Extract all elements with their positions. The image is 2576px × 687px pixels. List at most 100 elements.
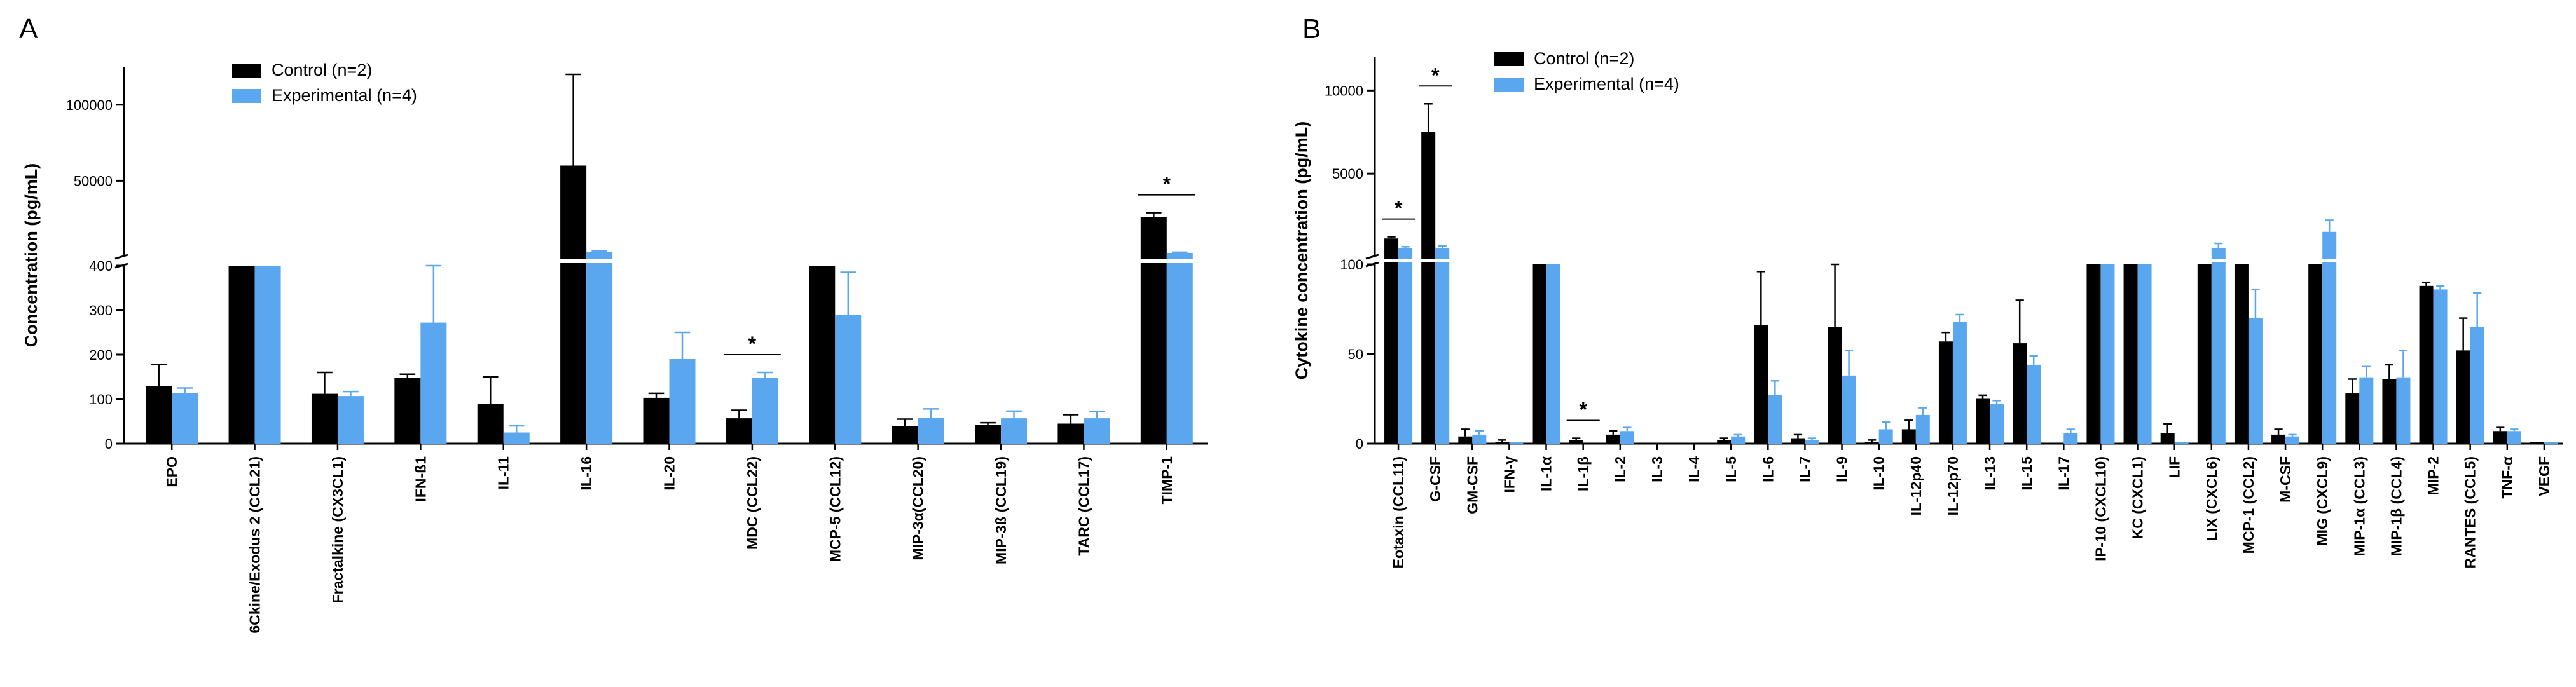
significance-star: *	[1579, 398, 1587, 421]
y-axis-title: Cytokine concentration (pg/mL)	[1292, 121, 1311, 380]
x-tick-label: LIX (CXCL6)	[2203, 456, 2220, 541]
bar-experimental	[2396, 377, 2411, 444]
x-tick-label: MIP-2	[2425, 456, 2442, 495]
bar-control	[1495, 442, 1510, 444]
x-tick-label: MIP-3ß (CCL19)	[993, 456, 1009, 564]
bar-control	[809, 266, 836, 444]
x-tick-label: M-CSF	[2277, 456, 2294, 503]
x-tick-label: GM-CSF	[1464, 456, 1480, 514]
bar-control	[2345, 393, 2360, 444]
x-tick-label: IL-12p70	[1945, 456, 1961, 515]
significance-star: *	[1431, 64, 1440, 86]
x-tick-label: KC (CXCL1)	[2130, 456, 2146, 539]
bar-control	[1901, 429, 1916, 444]
y-tick-label: 100000	[66, 97, 113, 113]
x-tick-label: IL-20	[661, 456, 678, 491]
x-tick-label: IL-5	[1723, 456, 1739, 482]
bar-control	[1938, 341, 1953, 444]
y-tick-label: 5000	[1332, 166, 1363, 182]
axis-break-gap	[114, 258, 134, 264]
panel-label-a: A	[19, 13, 38, 44]
bar-control	[228, 266, 255, 444]
bar-control	[1458, 436, 1473, 444]
x-tick-label: IL-12p40	[1908, 456, 1924, 515]
bar-control	[1717, 440, 1732, 444]
bar-experimental	[1878, 429, 1893, 444]
y-tick-label: 100	[1340, 257, 1363, 273]
bar-control	[1791, 438, 1805, 444]
bar-control	[1421, 132, 1436, 444]
bar-experimental	[2248, 318, 2263, 444]
x-tick-label: TNF-α	[2499, 456, 2516, 499]
break-band	[125, 259, 1209, 263]
axis-break-gap	[1365, 258, 1385, 263]
panel-label-b: B	[1302, 13, 1321, 44]
bar-experimental	[835, 315, 862, 444]
bar-control	[2086, 264, 2101, 444]
y-tick-label: 10000	[1325, 83, 1363, 99]
bar-control	[643, 397, 670, 444]
axis-break-mark	[114, 254, 128, 260]
bar-control	[2160, 433, 2175, 444]
bar-control	[2123, 264, 2138, 444]
y-tick-label: 50	[1348, 346, 1363, 362]
x-tick-label: TIMP-1	[1159, 456, 1175, 505]
bar-control	[2493, 431, 2507, 444]
legend-label-control: Control (n=2)	[272, 60, 372, 79]
bar-control	[311, 393, 338, 444]
x-tick-label: IL-1α	[1538, 456, 1555, 491]
legend-swatch-control	[232, 64, 261, 78]
x-tick-label: MIG (CXCL9)	[2314, 456, 2331, 546]
bar-control	[2234, 264, 2249, 444]
bar-experimental	[172, 393, 198, 444]
bar-experimental	[420, 322, 447, 444]
bar-experimental	[586, 252, 613, 444]
bar-experimental	[2137, 264, 2152, 444]
y-tick-label: 300	[89, 303, 113, 318]
x-tick-label: IL-10	[1871, 456, 1887, 491]
bar-control	[1140, 217, 1167, 444]
x-tick-label: MCP-5 (CCL12)	[827, 456, 843, 562]
bar-experimental	[1166, 253, 1193, 444]
x-tick-label: IL-16	[578, 456, 595, 491]
bar-experimental	[1084, 418, 1110, 444]
axis-break-mark	[1365, 254, 1379, 260]
bar-control	[2456, 350, 2470, 444]
bar-control	[477, 404, 504, 444]
legend-swatch-experimental	[232, 89, 261, 103]
legend-label-control: Control (n=2)	[1534, 49, 1634, 68]
bar-experimental	[918, 418, 944, 444]
bar-experimental	[1435, 248, 1450, 444]
bar-control	[2013, 343, 2027, 444]
bar-experimental	[1952, 322, 1967, 444]
bar-control	[2382, 379, 2397, 444]
x-tick-label: 6Ckine/Exodus 2 (CCL21)	[247, 456, 263, 634]
bar-experimental	[2174, 442, 2189, 444]
bar-experimental	[2322, 231, 2337, 444]
x-tick-label: IFN-ß1	[412, 456, 429, 502]
x-tick-label: Eotaxin (CCL11)	[1390, 456, 1407, 568]
x-tick-label: IL-4	[1686, 456, 1702, 482]
bar-experimental	[2359, 377, 2374, 444]
bar-experimental	[1990, 404, 2004, 444]
bar-control	[1384, 238, 1399, 444]
bar-control	[1569, 440, 1583, 444]
x-tick-label: IL-13	[1981, 456, 1998, 491]
bar-experimental	[2027, 364, 2041, 444]
bar-experimental	[2507, 431, 2521, 444]
x-tick-label: IL-7	[1796, 456, 1813, 482]
bar-experimental	[1546, 264, 1560, 444]
bar-experimental	[254, 266, 281, 444]
x-tick-label: IL-1β	[1575, 456, 1592, 491]
x-tick-label: MCP-1 (CCL2)	[2240, 456, 2257, 554]
x-tick-label: IL-15	[2018, 456, 2035, 491]
bar-experimental	[503, 432, 530, 444]
bar-control	[892, 426, 918, 444]
bar-experimental	[1398, 248, 1413, 444]
x-tick-label: IL-3	[1649, 456, 1665, 482]
bar-experimental	[1472, 434, 1487, 444]
bar-control	[1754, 325, 1768, 444]
bar-experimental	[752, 378, 778, 444]
bar-control	[2308, 264, 2323, 444]
bar-control	[1606, 434, 1620, 444]
